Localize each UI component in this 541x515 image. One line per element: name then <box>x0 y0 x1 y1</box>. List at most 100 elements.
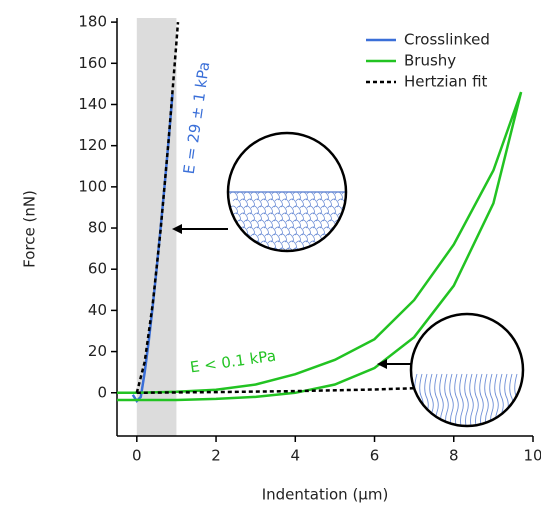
polymer <box>306 247 315 251</box>
y-tick-label: 0 <box>97 383 107 401</box>
polymer <box>299 205 308 215</box>
polymer <box>246 240 255 250</box>
polymer <box>320 247 329 251</box>
polymer <box>271 219 280 229</box>
polymer <box>229 205 238 215</box>
y-axis-label: Force (nN) <box>21 190 39 268</box>
y-tick-label: 40 <box>88 301 107 319</box>
polymer <box>257 247 266 251</box>
polymer <box>257 233 266 243</box>
polymer <box>469 373 474 426</box>
polymer <box>352 199 360 207</box>
polymer <box>243 247 252 251</box>
x-tick-label: 8 <box>449 447 459 465</box>
plot-area: 0 20 40 60 80 100 120 140 160 180 0 2 4 6 8 10 <box>78 13 541 465</box>
legend-label: Brushy <box>404 52 456 70</box>
x-tick-label: 10 <box>523 447 541 465</box>
x-tick-label: 6 <box>370 447 380 465</box>
polymer <box>278 233 287 243</box>
polymer <box>278 219 287 229</box>
polymer <box>292 205 301 215</box>
polymer <box>250 219 259 229</box>
polymer <box>349 234 357 242</box>
y-tick-label: 100 <box>78 177 107 195</box>
legend-label: Hertzian fit <box>404 73 488 91</box>
polymer <box>479 373 484 426</box>
polymer <box>232 240 241 250</box>
y-tick-label: 180 <box>78 13 107 31</box>
annotation: E < 0.1 kPa <box>189 347 277 377</box>
polymer <box>341 219 346 229</box>
polymer <box>229 247 238 251</box>
polymer <box>327 247 336 251</box>
polymer <box>250 205 259 215</box>
polymer <box>243 219 252 229</box>
polymer <box>330 240 339 250</box>
polymer <box>349 220 357 228</box>
polymer <box>352 227 360 235</box>
y-tick-label: 120 <box>78 136 107 154</box>
polymer <box>474 373 479 426</box>
polymer <box>327 205 336 215</box>
polymer <box>349 248 357 256</box>
polymer <box>344 226 346 236</box>
polymer <box>344 240 346 250</box>
x-tick-label: 0 <box>132 447 142 465</box>
series-line <box>117 91 523 402</box>
series-line <box>135 22 415 395</box>
polymer <box>344 212 346 222</box>
crosslinked-illustration <box>226 131 360 256</box>
polymer <box>306 205 315 215</box>
polymer <box>271 205 280 215</box>
polymer <box>484 373 489 426</box>
y-tick-label: 20 <box>88 342 107 360</box>
polymer <box>243 205 252 215</box>
polymer <box>464 373 469 426</box>
polymer <box>257 205 266 215</box>
polymer <box>313 205 322 215</box>
x-tick-label: 4 <box>291 447 301 465</box>
polymer <box>236 205 245 215</box>
polymer <box>334 247 343 251</box>
polymer <box>334 233 343 243</box>
x-tick-label: 2 <box>211 447 221 465</box>
x-axis-label: Indentation (µm) <box>262 486 389 504</box>
arrows <box>172 224 411 369</box>
polymer <box>352 213 360 221</box>
y-tick-label: 60 <box>88 260 107 278</box>
polymer <box>349 206 357 214</box>
polymer <box>264 219 273 229</box>
legend-label: Crosslinked <box>404 31 490 49</box>
polymer <box>341 233 346 243</box>
polymer <box>285 219 294 229</box>
annotation: E = 29 ± 1 kPa <box>180 61 214 176</box>
y-tick-label: 140 <box>78 95 107 113</box>
series-line <box>131 94 174 403</box>
shaded-region <box>136 18 177 436</box>
polymer <box>306 219 315 229</box>
brush-illustration <box>409 312 525 428</box>
polymer <box>320 219 329 229</box>
polymer <box>444 373 449 426</box>
polymer <box>271 233 280 243</box>
polymer <box>278 205 287 215</box>
polymer <box>320 205 329 215</box>
polymer <box>239 240 248 250</box>
polymer <box>459 373 464 426</box>
polymer <box>250 233 259 243</box>
polymer <box>313 219 322 229</box>
polymer <box>449 373 454 426</box>
polymer <box>250 247 259 251</box>
y-tick-label: 160 <box>78 54 107 72</box>
polymer <box>264 205 273 215</box>
polymer <box>236 233 245 243</box>
y-tick-label: 80 <box>88 219 107 237</box>
polymer <box>313 247 322 251</box>
polymer <box>323 240 332 250</box>
polymer <box>352 241 360 249</box>
polymer <box>236 219 245 229</box>
polymer <box>285 233 294 243</box>
polymer <box>229 233 238 243</box>
polymer <box>341 247 346 251</box>
polymer <box>337 226 346 236</box>
